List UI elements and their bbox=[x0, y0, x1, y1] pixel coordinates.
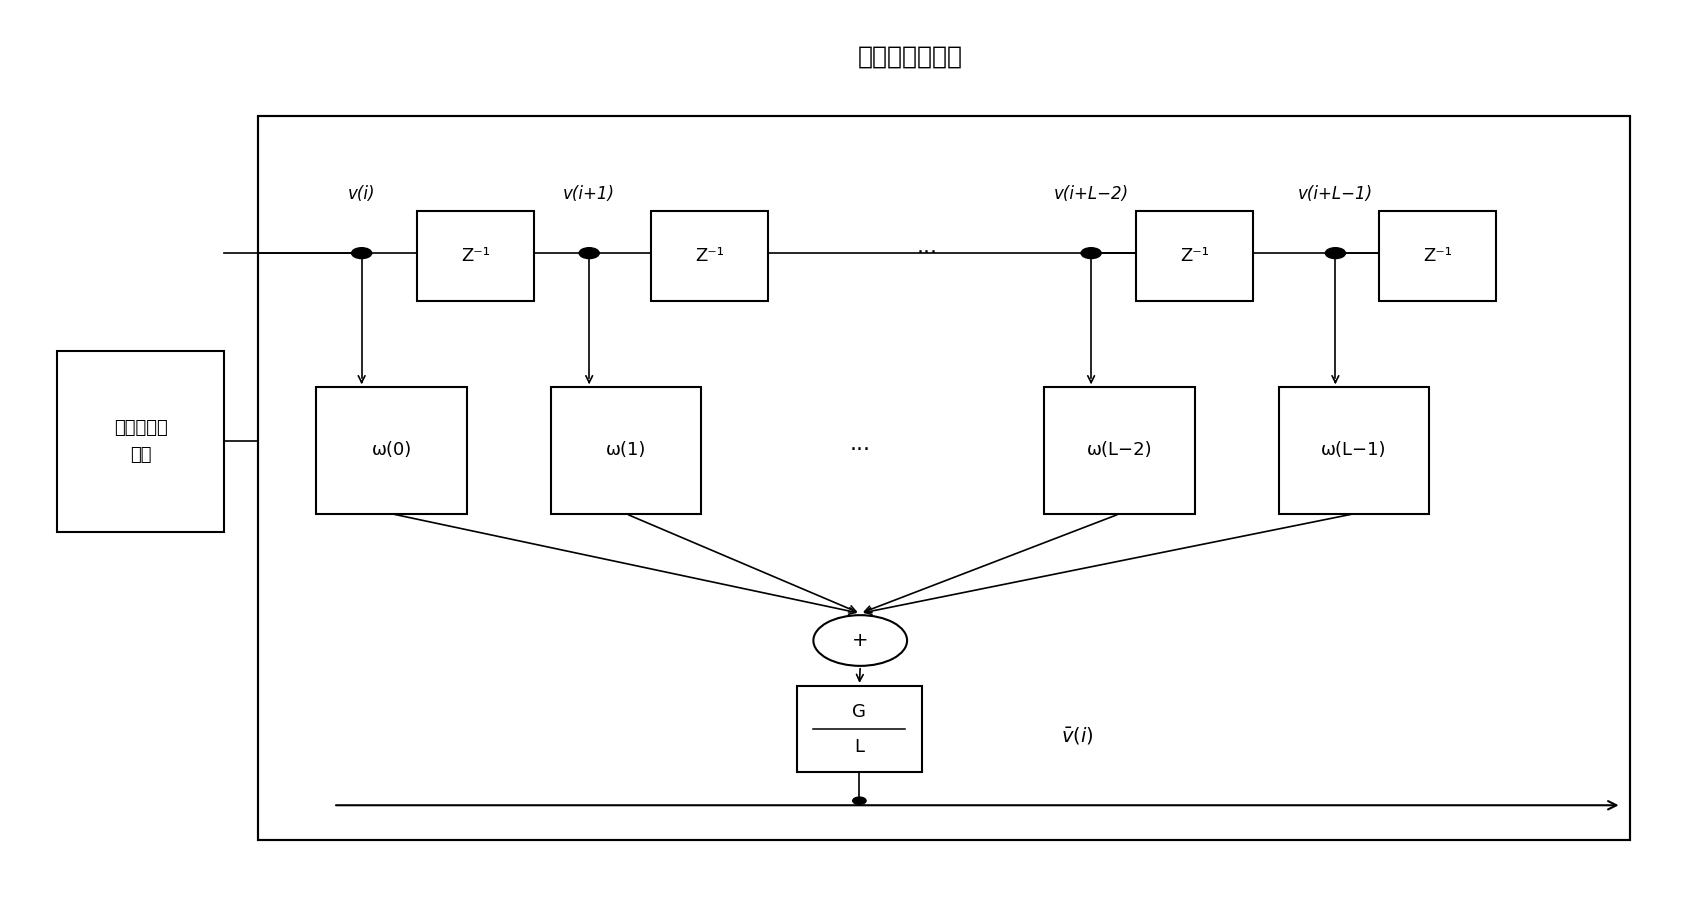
Text: v(i+L−2): v(i+L−2) bbox=[1054, 186, 1129, 203]
FancyBboxPatch shape bbox=[57, 351, 224, 532]
Circle shape bbox=[579, 248, 599, 258]
FancyBboxPatch shape bbox=[796, 686, 923, 772]
Text: 直线加减速
规划: 直线加减速 规划 bbox=[115, 419, 167, 463]
Circle shape bbox=[351, 248, 371, 258]
Text: ω(L−1): ω(L−1) bbox=[1321, 441, 1387, 460]
Circle shape bbox=[1326, 248, 1346, 258]
FancyBboxPatch shape bbox=[1378, 210, 1496, 301]
Text: Z⁻¹: Z⁻¹ bbox=[1181, 247, 1210, 265]
FancyBboxPatch shape bbox=[417, 210, 535, 301]
Text: ω(0): ω(0) bbox=[371, 441, 412, 460]
FancyBboxPatch shape bbox=[258, 116, 1630, 840]
FancyBboxPatch shape bbox=[1279, 387, 1429, 514]
Text: 滑动平均滤波器: 滑动平均滤波器 bbox=[859, 45, 963, 69]
Text: $\bar{v}(i)$: $\bar{v}(i)$ bbox=[1061, 725, 1093, 746]
Text: Z⁻¹: Z⁻¹ bbox=[695, 247, 724, 265]
Circle shape bbox=[813, 615, 908, 666]
FancyBboxPatch shape bbox=[1137, 210, 1253, 301]
Text: L: L bbox=[854, 738, 864, 755]
Text: Z⁻¹: Z⁻¹ bbox=[1422, 247, 1453, 265]
FancyBboxPatch shape bbox=[317, 387, 467, 514]
Text: G: G bbox=[852, 703, 867, 721]
FancyBboxPatch shape bbox=[550, 387, 702, 514]
FancyBboxPatch shape bbox=[651, 210, 768, 301]
Circle shape bbox=[852, 797, 865, 804]
Text: v(i): v(i) bbox=[348, 186, 376, 203]
Text: ω(L−2): ω(L−2) bbox=[1086, 441, 1152, 460]
Text: v(i+L−1): v(i+L−1) bbox=[1297, 186, 1373, 203]
Text: v(i+1): v(i+1) bbox=[563, 186, 616, 203]
Circle shape bbox=[1081, 248, 1102, 258]
Text: ···: ··· bbox=[916, 244, 938, 263]
Text: ···: ··· bbox=[850, 440, 870, 460]
Text: ω(1): ω(1) bbox=[606, 441, 646, 460]
Text: +: + bbox=[852, 631, 869, 650]
FancyBboxPatch shape bbox=[1044, 387, 1194, 514]
Text: Z⁻¹: Z⁻¹ bbox=[461, 247, 489, 265]
